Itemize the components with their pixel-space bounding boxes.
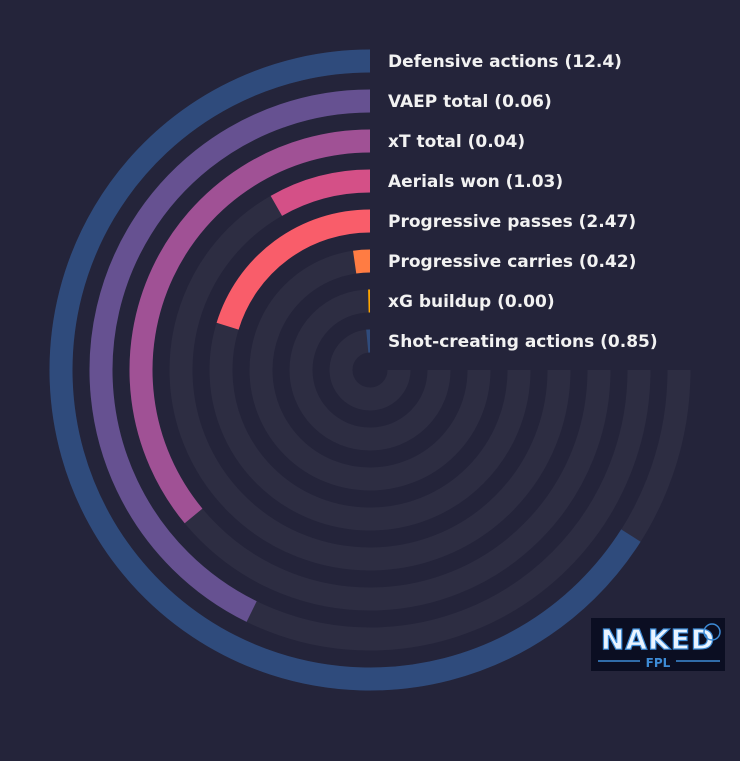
bar-6: [355, 261, 370, 262]
series-label-8: Shot-creating actions (0.85): [388, 332, 658, 352]
logo-text-bottom: FPL: [646, 656, 671, 670]
series-label-4: Aerials won (1.03): [388, 172, 563, 192]
series-label-1: Defensive actions (12.4): [388, 52, 622, 72]
series-label-2: VAEP total (0.06): [388, 92, 552, 112]
track-7: [301, 301, 439, 439]
label-group: Defensive actions (12.4) VAEP total (0.06…: [388, 52, 658, 352]
series-label-3: xT total (0.04): [388, 132, 525, 152]
track-4: [181, 181, 559, 559]
series-label-6: Progressive carries (0.42): [388, 252, 636, 272]
logo-text-top: NAKED: [601, 623, 715, 656]
bar-4: [276, 181, 370, 206]
series-label-5: Progressive passes (2.47): [388, 212, 636, 232]
naked-fpl-logo: NAKED FPL: [591, 618, 725, 671]
series-label-7: xG buildup (0.00): [388, 292, 555, 312]
